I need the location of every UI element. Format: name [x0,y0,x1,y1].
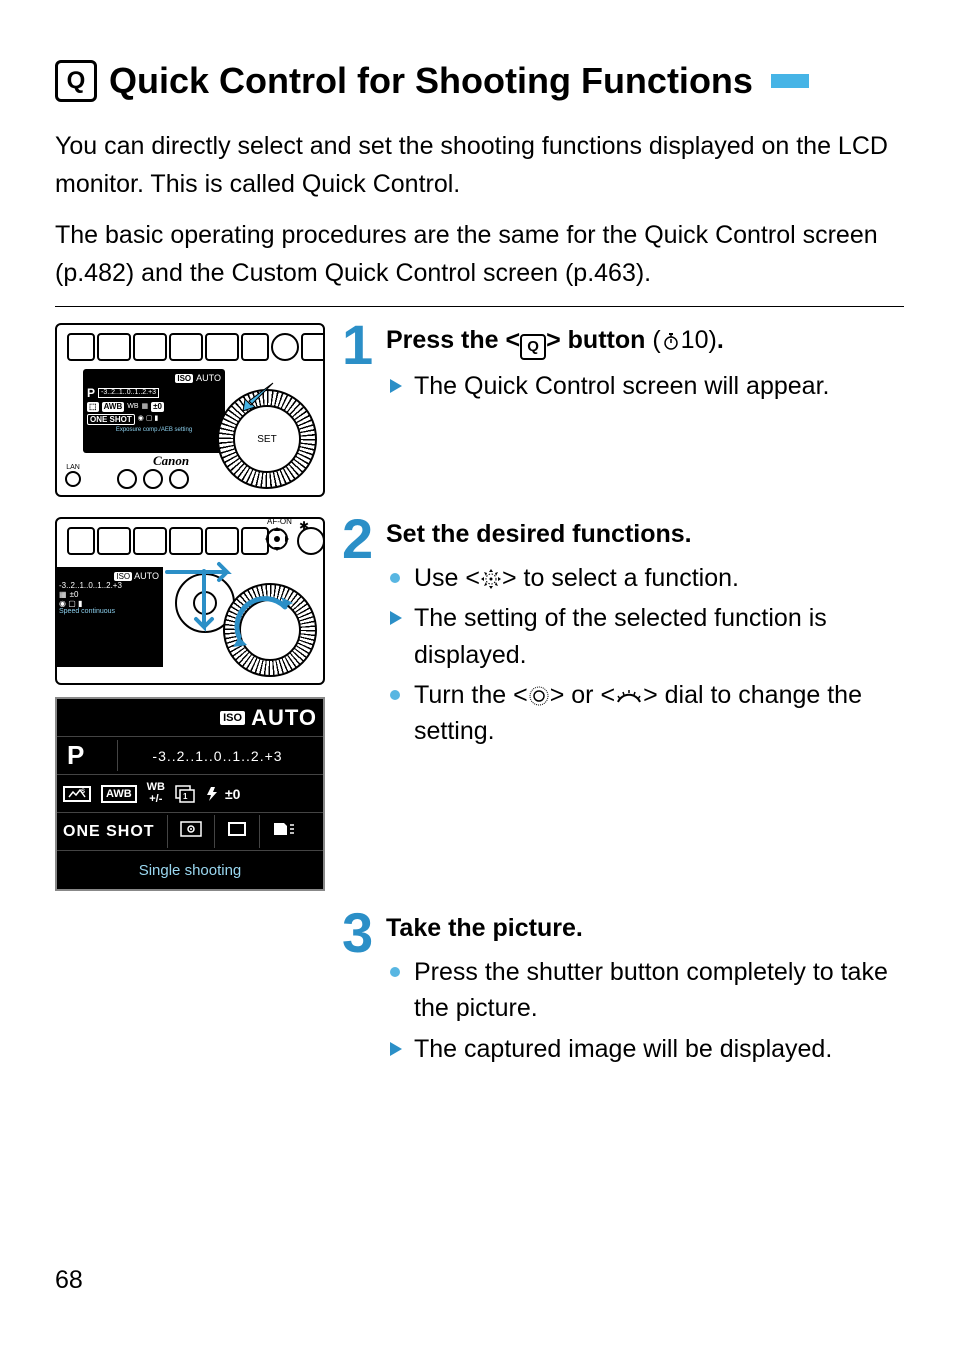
lcd-drive-row: ONE SHOT [57,813,323,851]
page-number: 68 [55,1266,83,1295]
step-number-1: 1 [342,317,378,408]
mini-mode: P [87,386,95,400]
mini2-footer: Speed continuous [59,608,159,615]
mini-footer: Exposure comp./AEB setting [87,427,221,434]
lcd-wb-shift: WB +/- [147,783,165,805]
step-1-title: Press the <Q> button (10). [386,323,904,360]
lcd-mode-row: P -3..2..1..0..1..2.+3 [57,737,323,775]
mini-lcd-2: ISO AUTO -3..2..1..0..1..2.+3 ▦±0 ◉ ▢ ▮ … [55,567,163,667]
page-title: Quick Control for Shooting Functions [109,61,753,101]
lcd-footer-row: Single shooting [57,851,323,889]
lcd-iso-badge: ISO [220,711,245,725]
lcd-one-shot: ONE SHOT [63,823,155,841]
mini-awb: AWB [102,402,125,412]
lcd-footer-label: Single shooting [139,862,242,879]
lcd-quality-icon: 1 [175,785,195,803]
lcd-iso-auto: AUTO [251,705,317,731]
timer-value: 10 [681,326,709,354]
lcd-settings-row: S AWB WB +/- 1 ±0 [57,775,323,813]
lcd-wb-sub: +/- [149,795,162,805]
title-accent-bar [771,74,809,88]
curve-arrow-icon [229,587,299,657]
step-2-figures: AF-ON ✱ ISO AUTO -3..2..1..0..1..2.+3 ▦±… [55,517,330,891]
section-divider [55,306,904,307]
page-title-row: Q Quick Control for Shooting Functions [55,60,904,102]
lcd-drive-mode-icon [227,821,247,842]
lcd-iso-row: ISO AUTO [57,699,323,737]
step-2-b1-suffix: > to select a function. [502,564,739,592]
step-3-title: Take the picture. [386,911,904,946]
quick-control-dial-icon [528,685,550,707]
mini2-scale: -3..2..1..0..1..2.+3 [59,581,159,590]
step-1-title-prefix: Press the < [386,326,520,354]
lcd-awb: AWB [101,785,137,803]
arrow-icon [191,567,217,639]
mini-iso-badge: ISO [175,374,193,384]
lcd-flash-comp: ±0 [205,786,240,802]
step-1: ISO AUTO P -3..2..1..0..1..2.+3 ⬚ AWB WB… [55,323,904,497]
timer-icon [661,331,681,351]
steps: ISO AUTO P -3..2..1..0..1..2.+3 ⬚ AWB WB… [55,323,904,1071]
q-icon-small: Q [520,334,546,360]
camera-illustration-2: AF-ON ✱ ISO AUTO -3..2..1..0..1..2.+3 ▦±… [55,517,325,685]
multi-controller-icon [480,568,502,590]
camera-illustration-1: ISO AUTO P -3..2..1..0..1..2.+3 ⬚ AWB WB… [55,323,325,497]
step-1-bullets: The Quick Control screen will appear. [386,368,904,404]
step-2-b3-prefix: Turn the < [414,681,528,709]
mini2-iso-auto: AUTO [134,571,159,581]
step-3-bullets: Press the shutter button completely to t… [386,954,904,1067]
multi-controller-top-icon [263,525,291,553]
lcd-wb-label: WB [147,783,165,793]
lcd-screen: ISO AUTO P -3..2..1..0..1..2.+3 S AWB WB [55,697,325,891]
lan-label: LAN [65,464,81,487]
step-2-b1-prefix: Use < [414,564,480,592]
step-1-title-mid: > button [546,326,645,354]
svg-text:1: 1 [183,792,188,801]
lcd-metering-icon [180,821,202,842]
mini-scale: -3..2..1..0..1..2.+3 [98,388,159,398]
mini-lcd-1: ISO AUTO P -3..2..1..0..1..2.+3 ⬚ AWB WB… [83,369,225,453]
step-2-bullets: Use < > to select a function. The setting… [386,560,904,749]
arrow-icon [235,377,275,417]
lcd-picture-style-icon: S [63,786,91,802]
lcd-card-icon [272,821,296,842]
mini-wb: WB [127,403,138,411]
step-3-bullet-2: The captured image will be displayed. [386,1031,904,1067]
step-2-bullet-2: The setting of the selected function is … [386,600,904,673]
lcd-exposure-scale: -3..2..1..0..1..2.+3 [118,748,317,764]
step-number-3: 3 [342,905,378,1071]
intro-paragraph-2: The basic operating procedures are the s… [55,217,904,292]
step-1-figures: ISO AUTO P -3..2..1..0..1..2.+3 ⬚ AWB WB… [55,323,330,497]
q-icon: Q [55,60,97,102]
lcd-mode-p: P [63,740,118,771]
step-3-bullet-1: Press the shutter button completely to t… [386,954,904,1027]
step-2-title: Set the desired functions. [386,517,904,552]
page: Q Quick Control for Shooting Functions Y… [0,0,954,1345]
step-number-2: 2 [342,511,378,753]
mini2-iso-badge: ISO [114,572,132,581]
mini2-fe: ±0 [70,590,79,599]
camera-brand: Canon [153,453,189,469]
step-2-bullet-3: Turn the <> or <> dial to change the set… [386,677,904,750]
main-dial-icon [615,686,643,706]
mini-fe: ±0 [151,402,164,412]
step-2-bullet-1: Use < > to select a function. [386,560,904,596]
intro-paragraph-1: You can directly select and set the shoo… [55,128,904,203]
svg-text:S: S [81,789,85,795]
step-2: AF-ON ✱ ISO AUTO -3..2..1..0..1..2.+3 ▦±… [55,517,904,891]
step-1-title-suffix: . [717,326,724,354]
step-1-bullet-1: The Quick Control screen will appear. [386,368,904,404]
lcd-flash-comp-value: ±0 [225,786,240,802]
mini-oneshot: ONE SHOT [87,414,135,426]
step-3: 3 Take the picture. Press the shutter bu… [55,911,904,1071]
step-2-b3-mid: > or < [550,681,615,709]
mini-iso-auto: AUTO [196,373,221,384]
